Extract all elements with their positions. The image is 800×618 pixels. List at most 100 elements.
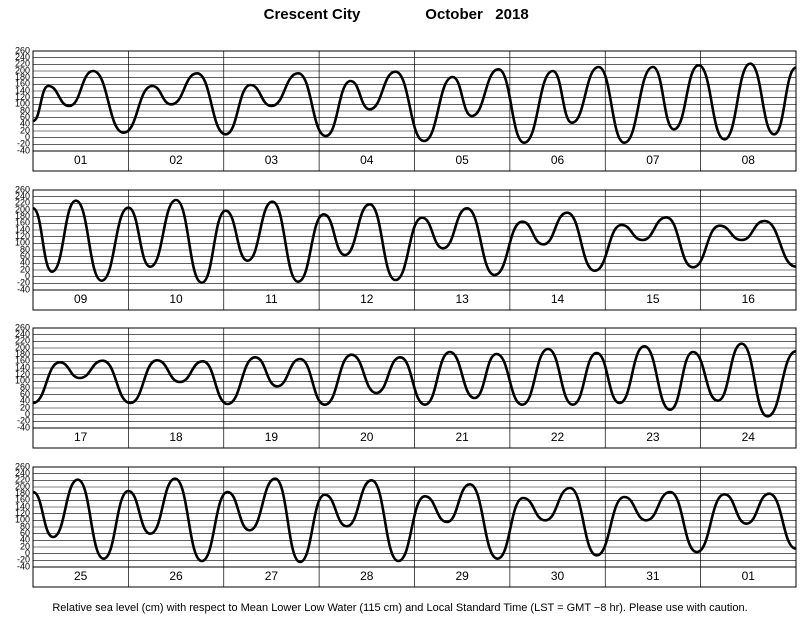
y-tick-label: 100 — [15, 376, 30, 386]
chart-title: Crescent City — [264, 6, 361, 23]
y-tick-label: 120 — [15, 231, 30, 241]
y-tick-label: 200 — [15, 65, 30, 75]
y-tick-label: 20 — [20, 125, 30, 135]
tide-line — [32, 477, 797, 564]
y-tick-label: 160 — [15, 495, 30, 505]
x-tick-label: 02 — [169, 153, 183, 167]
x-tick-label: 12 — [360, 292, 374, 306]
y-tick-label: -20 — [17, 278, 30, 288]
y-tick-label: -20 — [17, 139, 30, 149]
y-tick-label: 200 — [15, 204, 30, 214]
y-tick-label: 160 — [15, 356, 30, 366]
y-tick-label: 80 — [20, 105, 30, 115]
y-tick-label: 20 — [20, 264, 30, 274]
tide-line — [32, 342, 797, 418]
y-tick-label: -40 — [17, 145, 30, 155]
footnote: Relative sea level (cm) with respect to … — [52, 602, 747, 614]
y-tick-label: 100 — [15, 99, 30, 109]
y-tick-label: 0 — [25, 548, 30, 558]
x-tick-label: 22 — [551, 430, 565, 444]
y-tick-label: 200 — [15, 342, 30, 352]
x-tick-label: 18 — [169, 430, 183, 444]
y-tick-label: -20 — [17, 416, 30, 426]
x-tick-label: 14 — [551, 292, 565, 306]
x-tick-label: 15 — [646, 292, 660, 306]
y-tick-label: 120 — [15, 369, 30, 379]
y-tick-label: 240 — [15, 191, 30, 201]
panel-frame — [32, 466, 797, 588]
x-tick-label: 07 — [646, 153, 660, 167]
x-tick-label: 24 — [742, 430, 756, 444]
y-tick-label: 80 — [20, 382, 30, 392]
x-tick-label: 26 — [169, 569, 183, 583]
x-tick-label: 01 — [74, 153, 88, 167]
x-tick-label: 10 — [169, 292, 183, 306]
x-tick-label: 23 — [646, 430, 660, 444]
y-tick-label: 40 — [20, 119, 30, 129]
panel-frame — [32, 327, 797, 449]
y-tick-label: 0 — [25, 271, 30, 281]
x-tick-label: 01 — [742, 569, 756, 583]
y-tick-label: 60 — [20, 112, 30, 122]
y-tick-label: 80 — [20, 521, 30, 531]
x-tick-label: 08 — [742, 153, 756, 167]
x-tick-label: 13 — [456, 292, 470, 306]
y-tick-label: 260 — [15, 461, 30, 471]
y-tick-label: 140 — [15, 224, 30, 234]
y-tick-label: -40 — [17, 284, 30, 294]
x-tick-label: 03 — [265, 153, 279, 167]
x-tick-label: 30 — [551, 569, 565, 583]
y-tick-label: -20 — [17, 555, 30, 565]
panel-frame — [32, 189, 797, 311]
x-tick-label: 21 — [456, 430, 470, 444]
y-tick-label: 120 — [15, 508, 30, 518]
y-tick-label: 260 — [15, 184, 30, 194]
y-tick-label: 220 — [15, 475, 30, 485]
y-tick-label: 100 — [15, 515, 30, 525]
y-tick-label: -40 — [17, 422, 30, 432]
x-tick-label: 16 — [742, 292, 756, 306]
y-tick-label: 140 — [15, 501, 30, 511]
y-tick-label: 140 — [15, 85, 30, 95]
y-tick-label: 180 — [15, 349, 30, 359]
x-tick-label: 06 — [551, 153, 565, 167]
y-tick-label: 0 — [25, 409, 30, 419]
tide-line — [32, 62, 797, 144]
x-tick-label: 05 — [456, 153, 470, 167]
y-tick-label: 0 — [25, 132, 30, 142]
x-tick-label: 11 — [265, 292, 278, 306]
y-tick-label: 140 — [15, 362, 30, 372]
y-tick-label: 220 — [15, 336, 30, 346]
y-tick-label: 40 — [20, 258, 30, 268]
panel-frame — [32, 50, 797, 172]
y-tick-label: 20 — [20, 402, 30, 412]
y-tick-label: 260 — [15, 45, 30, 55]
x-tick-label: 04 — [360, 153, 374, 167]
x-tick-label: 20 — [360, 430, 374, 444]
x-tick-label: 31 — [646, 569, 660, 583]
y-tick-label: 260 — [15, 322, 30, 332]
y-tick-label: 240 — [15, 468, 30, 478]
x-tick-label: 17 — [74, 430, 88, 444]
y-tick-label: -40 — [17, 561, 30, 571]
x-tick-label: 28 — [360, 569, 374, 583]
y-tick-label: 80 — [20, 244, 30, 254]
x-tick-label: 19 — [265, 430, 279, 444]
x-tick-label: 09 — [74, 292, 88, 306]
y-tick-label: 240 — [15, 329, 30, 339]
y-tick-label: 200 — [15, 481, 30, 491]
y-tick-label: 180 — [15, 488, 30, 498]
y-tick-label: 220 — [15, 198, 30, 208]
y-tick-label: 120 — [15, 92, 30, 102]
y-tick-label: 60 — [20, 251, 30, 261]
x-tick-label: 25 — [74, 569, 88, 583]
y-tick-label: 180 — [15, 72, 30, 82]
chart-subtitle: October 2018 — [425, 6, 528, 23]
y-tick-label: 60 — [20, 528, 30, 538]
tide-line — [32, 198, 797, 284]
y-tick-label: 160 — [15, 218, 30, 228]
x-tick-label: 29 — [456, 569, 470, 583]
y-tick-label: 180 — [15, 211, 30, 221]
